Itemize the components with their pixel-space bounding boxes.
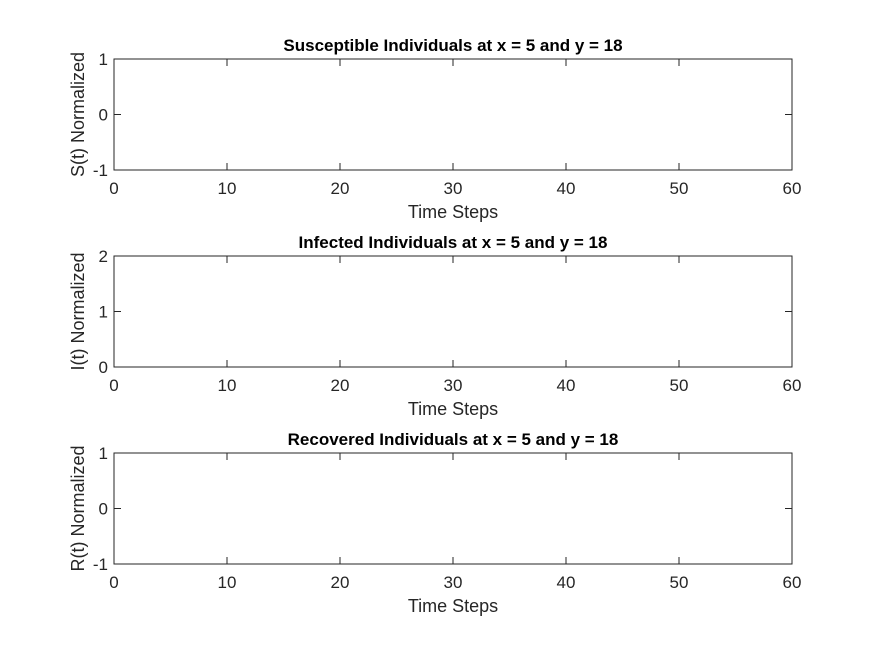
y-tick-label: 1 [99,303,108,322]
chart-title: Recovered Individuals at x = 5 and y = 1… [288,430,619,449]
y-tick-label: 0 [99,358,108,377]
y-tick-label: 0 [99,500,108,519]
x-tick-label: 0 [109,179,118,198]
x-tick-label: 60 [783,573,802,592]
x-tick-label: 60 [783,179,802,198]
x-tick-label: 20 [331,573,350,592]
x-tick-label: 30 [444,179,463,198]
x-tick-label: 50 [670,573,689,592]
x-tick-label: 40 [557,179,576,198]
y-tick-label: 1 [99,50,108,69]
axes-box [113,452,793,565]
axes-box [113,58,793,171]
y-tick-label: 0 [99,106,108,125]
y-axis-label: S(t) Normalized [68,52,88,177]
x-tick-label: 50 [670,376,689,395]
x-tick-label: 50 [670,179,689,198]
x-axis-label: Time Steps [408,399,498,419]
x-tick-label: 10 [218,573,237,592]
x-tick-label: 20 [331,376,350,395]
x-tick-label: 40 [557,573,576,592]
y-axis-label: I(t) Normalized [68,252,88,370]
x-axis-label: Time Steps [408,202,498,222]
x-tick-label: 30 [444,376,463,395]
y-tick-label: 2 [99,247,108,266]
chart-title: Infected Individuals at x = 5 and y = 18 [299,233,608,252]
x-tick-label: 0 [109,573,118,592]
y-tick-label: -1 [93,555,108,574]
y-tick-label: 1 [99,444,108,463]
x-tick-label: 10 [218,376,237,395]
subplot-2: 0 10 20 30 40 50 60 0 1 2 Infected Individuals at … [68,233,801,419]
x-tick-label: 60 [783,376,802,395]
x-tick-label: 40 [557,376,576,395]
y-tick-label: -1 [93,161,108,180]
x-axis-label: Time Steps [408,596,498,616]
axes-box [113,255,793,368]
x-tick-label: 30 [444,573,463,592]
x-tick-label: 10 [218,179,237,198]
x-tick-label: 0 [109,376,118,395]
x-tick-label: 20 [331,179,350,198]
y-axis-label: R(t) Normalized [68,445,88,571]
chart-title: Susceptible Individuals at x = 5 and y =… [283,36,622,55]
